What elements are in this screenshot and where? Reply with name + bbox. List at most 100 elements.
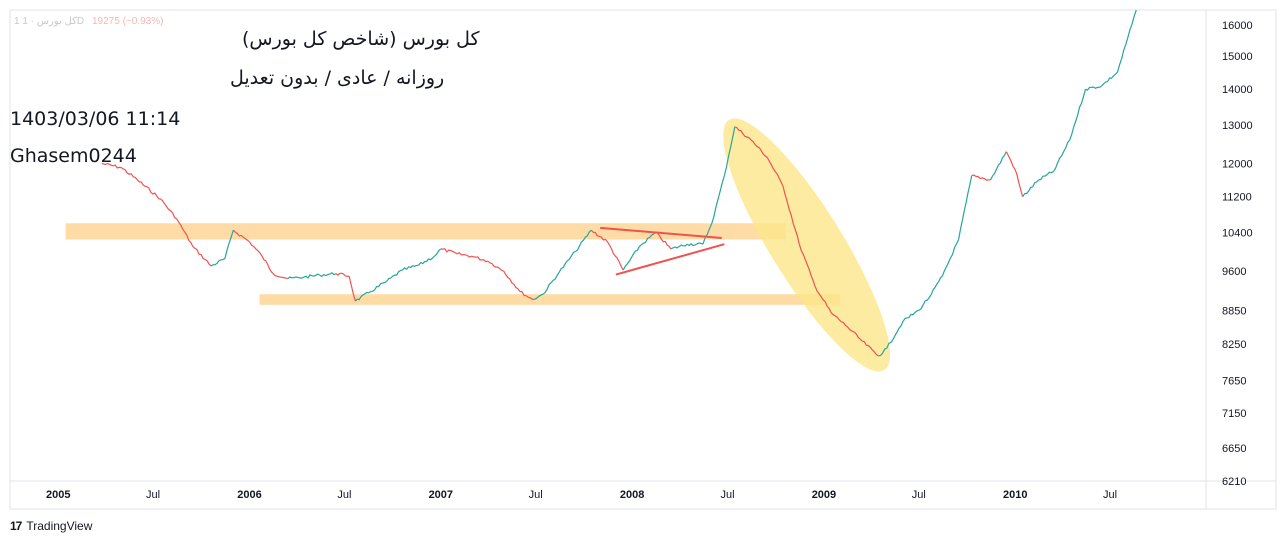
price-segment	[766, 157, 784, 187]
price-segment	[918, 293, 932, 311]
grid	[9, 9, 1277, 510]
price-segment	[1014, 169, 1024, 197]
triangle-trendlines	[600, 226, 725, 276]
price-segment	[958, 175, 973, 240]
price-segment	[1038, 171, 1054, 181]
annotation-subtitle: روزانه / عادی / بدون تعدیل	[230, 67, 444, 89]
tradingview-brand[interactable]: 17 TradingView	[10, 518, 92, 534]
y-tick-label: 8850	[1222, 305, 1246, 317]
price-segment	[440, 248, 458, 255]
price-segment	[532, 293, 544, 301]
annotation-author: Ghasem0244	[10, 145, 137, 167]
y-tick-label: 7650	[1222, 375, 1246, 387]
tradingview-logo-icon: 17	[10, 519, 22, 533]
price-segment	[224, 230, 234, 259]
price-segment	[930, 275, 943, 295]
x-tick-label: Jul	[337, 489, 351, 501]
y-tick-label: 13000	[1222, 120, 1253, 132]
price-segment	[847, 326, 863, 342]
price-segment	[101, 162, 122, 169]
annotation-datetime: 1403/03/06 11:14	[10, 108, 180, 130]
tradingview-name: TradingView	[26, 519, 93, 533]
price-segment	[798, 244, 816, 287]
y-tick-label: 6650	[1222, 443, 1246, 455]
price-segment	[1085, 85, 1103, 91]
price-segment	[734, 126, 752, 141]
price-segment	[335, 272, 350, 277]
price-segment	[176, 218, 194, 247]
price-segment	[1116, 9, 1137, 73]
price-segment	[303, 273, 320, 279]
highlight-ellipse	[723, 118, 891, 372]
x-tick-label: Jul	[529, 489, 543, 501]
price-segment	[590, 229, 608, 243]
price-segment	[471, 255, 489, 263]
x-tick-label: Jul	[1103, 489, 1117, 501]
price-segment	[655, 231, 672, 250]
price-segment	[862, 340, 879, 357]
support-resistance-bands	[65, 223, 841, 305]
y-tick-label: 10400	[1222, 227, 1253, 239]
price-segment	[686, 242, 704, 247]
price-segment	[886, 321, 904, 349]
y-tick-label: 12000	[1222, 158, 1253, 170]
price-segment	[814, 286, 832, 314]
price-segment	[120, 166, 138, 181]
price-segment	[1052, 139, 1071, 172]
price-segment	[622, 246, 640, 271]
price-segment	[487, 260, 504, 272]
x-tick-label: 2007	[429, 489, 453, 501]
price-segment	[711, 175, 725, 224]
x-tick-label: Jul	[912, 489, 926, 501]
price-segment	[702, 223, 713, 245]
price-segment	[902, 309, 919, 322]
price-change-label: 19275 (−0.93%)	[92, 16, 163, 27]
price-segment	[830, 312, 848, 328]
price-segment	[232, 229, 250, 243]
price-segment	[990, 151, 1007, 181]
price-segment	[418, 255, 435, 266]
price-segment	[210, 258, 226, 267]
price-segment	[434, 248, 442, 257]
price-band	[259, 294, 841, 305]
x-tick-label: 2008	[620, 489, 644, 501]
y-tick-label: 16000	[1222, 20, 1253, 32]
price-segment	[782, 185, 800, 245]
axes: 6210 6650 7150 7650 8250 8850 9600 10400 11200 12…	[46, 20, 1253, 501]
x-tick-label: Jul	[720, 489, 734, 501]
symbol-label: 1 کل بورس · 1D	[14, 16, 84, 27]
trendline	[615, 243, 725, 276]
y-tick-label: 9600	[1222, 266, 1246, 278]
price-band	[65, 223, 786, 240]
price-segment	[319, 272, 337, 278]
price-segment	[520, 291, 533, 300]
x-tick-label: 2005	[46, 489, 70, 501]
price-segment	[370, 280, 388, 293]
price-segment	[248, 241, 263, 257]
y-tick-label: 14000	[1222, 84, 1253, 96]
price-segment	[1101, 71, 1118, 87]
price-segment	[272, 273, 288, 280]
price-segment	[287, 276, 305, 280]
price-segment	[456, 251, 472, 258]
price-segment	[670, 243, 688, 250]
price-segment	[750, 139, 768, 158]
price-segment	[542, 271, 560, 295]
price-segment	[160, 198, 177, 220]
y-tick-label: 11200	[1222, 192, 1252, 204]
price-segment	[386, 269, 403, 282]
price-segment	[723, 126, 736, 176]
price-segment	[402, 264, 419, 271]
price-segment	[638, 232, 657, 248]
price-segment	[261, 255, 274, 275]
price-segment	[136, 179, 161, 200]
y-tick-label: 6210	[1222, 476, 1246, 488]
price-segment	[1069, 89, 1087, 141]
price-segment	[558, 250, 576, 273]
y-tick-label: 8250	[1222, 339, 1246, 351]
price-segment	[941, 239, 960, 277]
price-segment	[354, 291, 371, 302]
chart-svg: 6210 6650 7150 7650 8250 8850 9600 10400 11200 12…	[9, 9, 1277, 510]
x-tick-label: 2006	[237, 489, 261, 501]
